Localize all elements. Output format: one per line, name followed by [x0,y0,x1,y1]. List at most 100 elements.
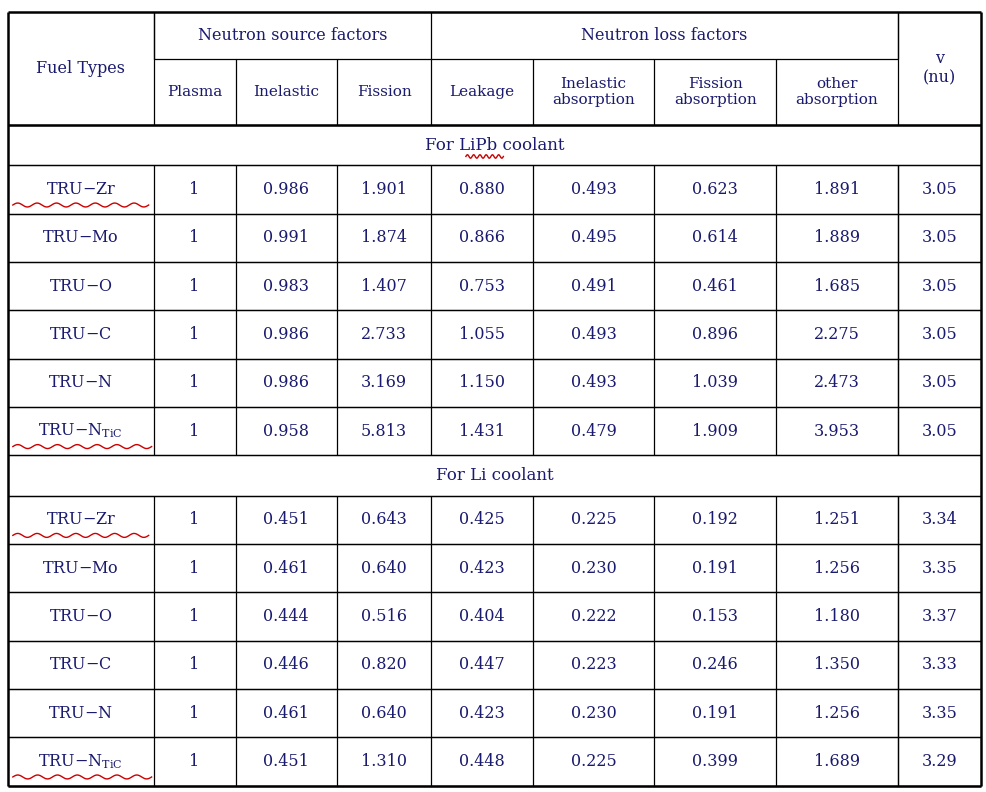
Text: Inelastic
absorption: Inelastic absorption [551,77,634,107]
Text: 0.753: 0.753 [458,278,505,295]
Text: 0.991: 0.991 [263,230,309,246]
Text: TRU$-$N: TRU$-$N [48,705,113,722]
Text: 0.983: 0.983 [263,278,309,295]
Text: 1.891: 1.891 [813,181,859,198]
Text: 0.192: 0.192 [691,512,738,528]
Text: 0.493: 0.493 [570,326,616,343]
Text: 1.256: 1.256 [813,560,859,577]
Text: 1.180: 1.180 [813,608,859,625]
Text: 1.689: 1.689 [813,753,859,770]
Text: TRU$-$O: TRU$-$O [49,278,112,295]
Text: 0.191: 0.191 [691,560,738,577]
Text: Neutron loss factors: Neutron loss factors [581,27,747,44]
Text: 1: 1 [189,560,199,577]
Text: TRU$-$N$_{\mathregular{TiC}}$: TRU$-$N$_{\mathregular{TiC}}$ [38,752,123,771]
Text: 0.230: 0.230 [570,560,616,577]
Text: 0.222: 0.222 [570,608,615,625]
Text: 1.350: 1.350 [813,657,859,673]
Text: 1.251: 1.251 [813,512,859,528]
Text: Fission
absorption: Fission absorption [673,77,756,107]
Text: 3.05: 3.05 [921,278,956,295]
Text: 0.958: 0.958 [263,423,309,440]
Text: 0.493: 0.493 [570,181,616,198]
Text: 3.35: 3.35 [921,705,956,722]
Text: 2.733: 2.733 [361,326,406,343]
Text: Fuel Types: Fuel Types [36,60,125,77]
Text: TRU$-$C: TRU$-$C [49,326,112,343]
Text: 0.820: 0.820 [361,657,406,673]
Text: 0.640: 0.640 [361,705,406,722]
Text: TRU$-$C: TRU$-$C [49,657,112,673]
Text: 0.444: 0.444 [263,608,309,625]
Text: 3.05: 3.05 [921,326,956,343]
Text: 0.447: 0.447 [458,657,504,673]
Text: 1.310: 1.310 [361,753,406,770]
Text: 0.986: 0.986 [263,326,309,343]
Text: 0.448: 0.448 [458,753,504,770]
Text: 0.423: 0.423 [458,560,504,577]
Text: 1.685: 1.685 [813,278,859,295]
Text: TRU$-$O: TRU$-$O [49,608,112,625]
Text: TRU$-$Mo: TRU$-$Mo [42,560,119,577]
Text: TRU$-$Zr: TRU$-$Zr [45,181,115,198]
Text: 0.986: 0.986 [263,375,309,391]
Text: 0.225: 0.225 [570,512,616,528]
Text: 1.431: 1.431 [458,423,505,440]
Text: 3.05: 3.05 [921,375,956,391]
Text: 3.35: 3.35 [921,560,956,577]
Text: 0.223: 0.223 [570,657,616,673]
Text: 3.953: 3.953 [813,423,859,440]
Text: 3.29: 3.29 [921,753,956,770]
Text: Fission: Fission [356,85,411,99]
Text: 3.05: 3.05 [921,230,956,246]
Text: 0.614: 0.614 [691,230,738,246]
Text: TRU$-$N$_{\mathregular{TiC}}$: TRU$-$N$_{\mathregular{TiC}}$ [38,422,123,440]
Text: Inelastic: Inelastic [253,85,318,99]
Text: 3.05: 3.05 [921,181,956,198]
Text: 0.399: 0.399 [691,753,738,770]
Text: TRU$-$Mo: TRU$-$Mo [42,230,119,246]
Text: Neutron source factors: Neutron source factors [197,27,387,44]
Text: 0.404: 0.404 [458,608,504,625]
Text: 0.493: 0.493 [570,375,616,391]
Text: 1.256: 1.256 [813,705,859,722]
Text: 0.479: 0.479 [570,423,616,440]
Text: 0.461: 0.461 [691,278,738,295]
Text: 1.874: 1.874 [361,230,406,246]
Text: 1.901: 1.901 [361,181,406,198]
Text: 0.623: 0.623 [691,181,738,198]
Text: 1: 1 [189,375,199,391]
Text: 1: 1 [189,423,199,440]
Text: 0.461: 0.461 [263,560,309,577]
Text: 0.423: 0.423 [458,705,504,722]
Text: 0.643: 0.643 [361,512,406,528]
Text: 3.33: 3.33 [921,657,956,673]
Text: 3.34: 3.34 [921,512,956,528]
Text: 0.461: 0.461 [263,705,309,722]
Text: 3.169: 3.169 [361,375,407,391]
Text: 1: 1 [189,326,199,343]
Text: 0.446: 0.446 [263,657,309,673]
Text: 1.150: 1.150 [458,375,505,391]
Text: TRU$-$N: TRU$-$N [48,375,113,391]
Text: 0.880: 0.880 [458,181,505,198]
Text: 1: 1 [189,753,199,770]
Text: 1: 1 [189,512,199,528]
Text: 1: 1 [189,278,199,295]
Text: 1: 1 [189,705,199,722]
Text: 0.866: 0.866 [458,230,505,246]
Text: 0.153: 0.153 [691,608,738,625]
Text: 0.425: 0.425 [458,512,504,528]
Text: 1: 1 [189,181,199,198]
Text: 0.986: 0.986 [263,181,309,198]
Text: 3.05: 3.05 [921,423,956,440]
Text: 1: 1 [189,230,199,246]
Text: 0.640: 0.640 [361,560,406,577]
Text: 0.451: 0.451 [263,753,309,770]
Text: For LiPb coolant: For LiPb coolant [424,137,564,154]
Text: 5.813: 5.813 [361,423,407,440]
Text: 1.909: 1.909 [691,423,738,440]
Text: 0.230: 0.230 [570,705,616,722]
Text: 1.407: 1.407 [361,278,406,295]
Text: TRU$-$Zr: TRU$-$Zr [45,512,115,528]
